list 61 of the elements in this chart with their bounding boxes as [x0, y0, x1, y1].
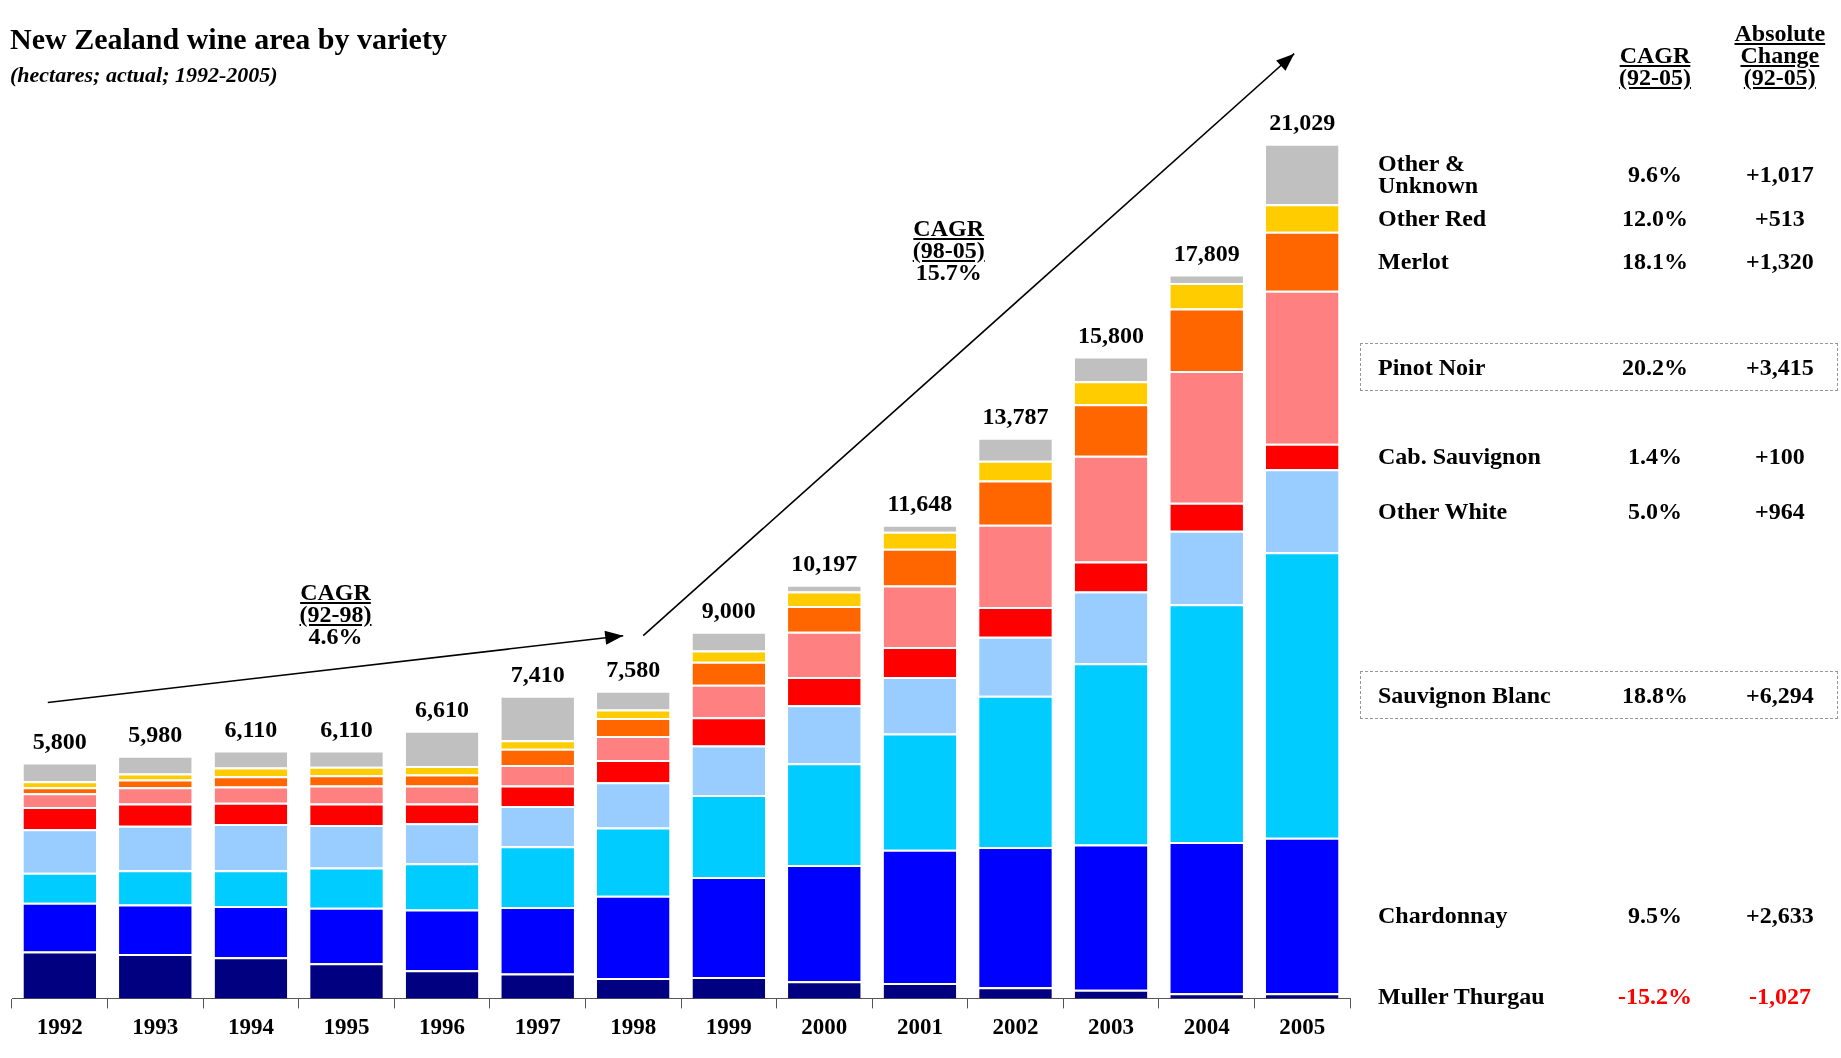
series-label: Muller Thurgau: [1378, 982, 1545, 1009]
annotation: 15,800: [1078, 321, 1145, 348]
text: 18.8%: [1622, 681, 1688, 708]
annotation: 7,410: [510, 661, 565, 688]
x-tick-label: 2002: [992, 1014, 1039, 1040]
annotation: 11,648: [887, 490, 953, 517]
annotation: 5,980: [128, 720, 183, 747]
annotation: 6,110: [320, 715, 373, 742]
text: +6,294: [1746, 681, 1814, 708]
text: Absolute Change (92-05): [1734, 20, 1826, 90]
x-tick-label: 1994: [227, 1014, 275, 1040]
x-tick-label: 1995: [323, 1014, 370, 1040]
text: +3,415: [1746, 354, 1814, 381]
annotation: CAGR (98-05) 15.7%: [912, 214, 985, 285]
series-label: Other & Unknown: [1378, 149, 1479, 198]
text: 9.6%: [1628, 160, 1682, 187]
annotation: CAGR (92-98) 4.6%: [299, 579, 372, 650]
text: 18.1%: [1622, 248, 1688, 275]
series-label: Other Red: [1378, 205, 1487, 231]
text: CAGR (92-05): [1619, 42, 1691, 90]
text: 12.0%: [1622, 205, 1688, 231]
text: +2,633: [1746, 902, 1814, 929]
x-tick-label: 1993: [132, 1014, 179, 1040]
series-label: Sauvignon Blanc: [1378, 681, 1551, 708]
text: +1,017: [1746, 160, 1814, 187]
x-tick-label: 1992: [36, 1014, 83, 1040]
text: 21,029: [1269, 108, 1336, 135]
x-tick-label: 2005: [1279, 1014, 1326, 1040]
text: +964: [1755, 497, 1805, 524]
x-tick-label: 2000: [801, 1014, 848, 1040]
x-tick-label: 1998: [610, 1014, 657, 1040]
text: 20.2%: [1622, 354, 1688, 381]
text: -1,027: [1749, 982, 1811, 1009]
text: 5.0%: [1628, 497, 1682, 524]
text: -15.2%: [1618, 982, 1692, 1009]
x-tick-label: 2001: [896, 1014, 943, 1040]
text: +100: [1755, 443, 1805, 470]
annotation: 6,110: [224, 715, 278, 742]
x-tick-label: 1996: [419, 1014, 466, 1040]
series-label: Other White: [1378, 497, 1508, 524]
text: 9.5%: [1628, 902, 1682, 929]
annotation: 7,580: [606, 655, 661, 682]
annotation: 17,809: [1173, 239, 1240, 266]
text: 1.4%: [1628, 443, 1682, 470]
x-tick-label: 1999: [705, 1014, 752, 1040]
annotation: 13,787: [982, 402, 1049, 429]
annotation: 9,000: [701, 596, 756, 623]
series-label: Merlot: [1378, 248, 1449, 275]
text: +1,320: [1746, 248, 1814, 275]
chart-subtitle: (hectares; actual; 1992-2005): [10, 62, 278, 88]
series-label: Cab. Sauvignon: [1378, 443, 1541, 470]
annotation: 10,197: [791, 549, 858, 576]
series-label: Pinot Noir: [1378, 354, 1486, 381]
annotation: 6,610: [415, 696, 470, 723]
series-label: Chardonnay: [1378, 902, 1508, 929]
x-tick-label: 1997: [514, 1014, 561, 1040]
text: +513: [1755, 205, 1805, 231]
x-tick-label: 2003: [1088, 1014, 1135, 1040]
annotation: 5,800: [32, 727, 87, 754]
x-tick-label: 2004: [1183, 1014, 1231, 1040]
chart-title: New Zealand wine area by variety: [10, 22, 447, 56]
